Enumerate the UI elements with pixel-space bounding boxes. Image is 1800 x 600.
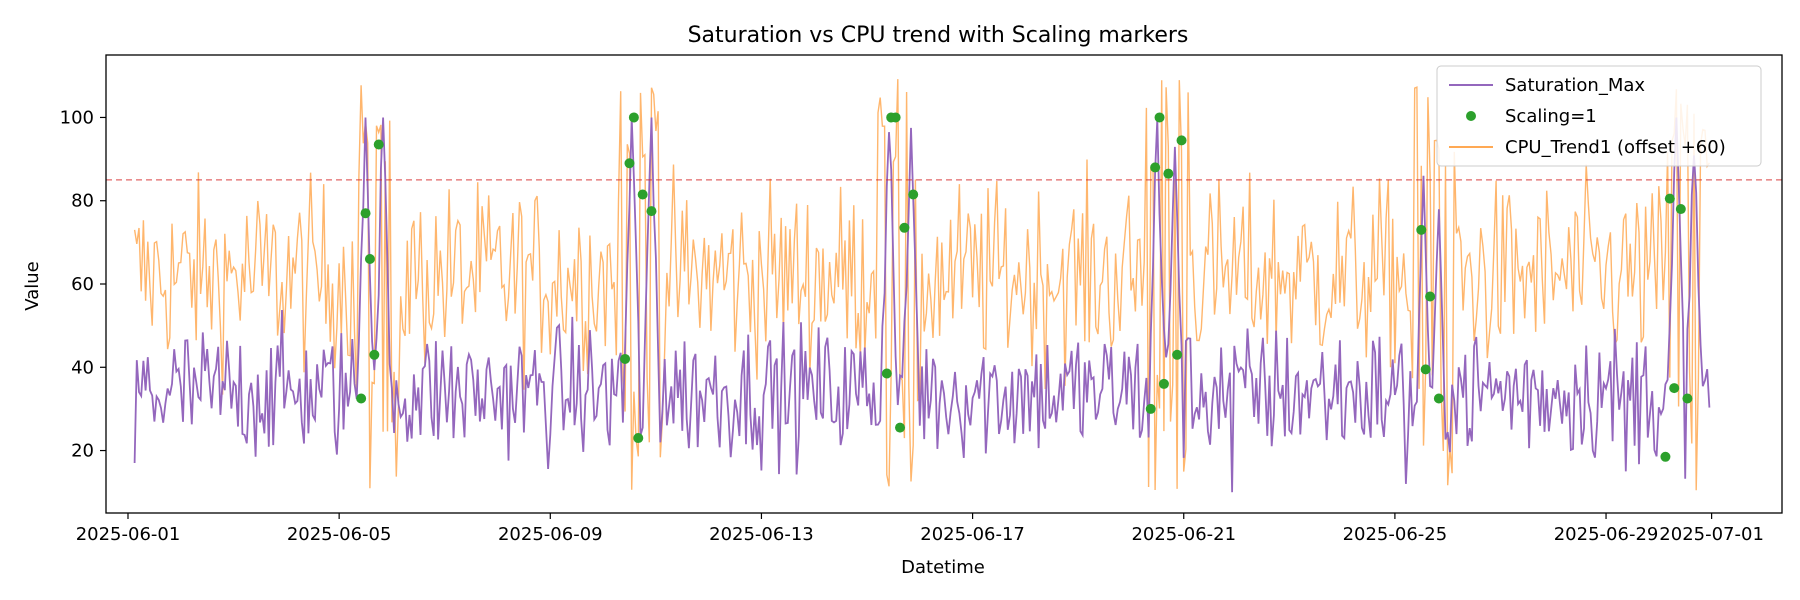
scaling-point-3	[369, 349, 380, 360]
scaling-point-28	[1660, 451, 1671, 462]
scaling-point-6	[624, 158, 635, 169]
scaling-point-18	[1150, 162, 1161, 173]
scaling-point-20	[1158, 378, 1169, 389]
scaling-point-17	[1145, 403, 1156, 414]
scaling-point-13	[890, 112, 901, 123]
y-tick-label-2: 60	[71, 274, 94, 295]
legend-box	[1436, 65, 1762, 167]
scaling-point-16	[908, 189, 919, 200]
legend-marker-1	[1466, 111, 1476, 121]
x-tick-label-8: 2025-07-01	[1659, 524, 1764, 545]
series-line-cpu-trend1	[133, 79, 1710, 491]
legend: Saturation_Max Scaling=1 CPU_Trend1 (offse…	[1436, 65, 1762, 167]
scaling-point-23	[1176, 135, 1187, 146]
y-tick-label-3: 80	[71, 191, 94, 212]
y-tick-label-1: 40	[71, 357, 94, 378]
scaling-point-15	[899, 222, 910, 233]
y-axis-label: Value	[22, 261, 43, 310]
scaling-point-24	[1416, 224, 1427, 235]
scaling-point-4	[373, 139, 384, 150]
x-tick-label-6: 2025-06-25	[1343, 524, 1448, 545]
scaling-point-19	[1154, 112, 1165, 123]
x-tick-label-0: 2025-06-01	[76, 524, 181, 545]
y-tick-label-0: 20	[71, 441, 94, 462]
x-tick-label-3: 2025-06-13	[709, 524, 814, 545]
scaling-point-26	[1425, 291, 1436, 302]
scaling-point-14	[895, 422, 906, 433]
x-tick-label-4: 2025-06-17	[920, 524, 1025, 545]
scaling-point-8	[633, 433, 644, 444]
x-tick-label-5: 2025-06-21	[1131, 524, 1236, 545]
x-tick-label-7: 2025-06-29	[1554, 524, 1659, 545]
legend-label-0: Saturation_Max	[1505, 75, 1645, 96]
x-tick-label-1: 2025-06-05	[287, 524, 392, 545]
scaling-point-1	[360, 208, 371, 219]
scaling-point-7	[628, 112, 639, 123]
scaling-point-11	[881, 368, 892, 379]
x-axis: 2025-06-01 2025-06-05 2025-06-09 2025-06-13…	[76, 513, 1764, 545]
scaling-point-10	[646, 206, 657, 217]
scaling-point-25	[1420, 364, 1431, 375]
x-axis-label: Datetime	[901, 557, 985, 578]
scaling-point-9	[637, 189, 648, 200]
x-tick-label-2: 2025-06-09	[498, 524, 603, 545]
legend-label-2: CPU_Trend1 (offset +60)	[1505, 137, 1726, 158]
scaling-point-29	[1664, 193, 1675, 204]
scaling-point-27	[1433, 393, 1444, 404]
y-tick-label-4: 100	[60, 107, 94, 128]
scaling-point-2	[364, 254, 375, 265]
scaling-point-0	[356, 393, 367, 404]
legend-label-1: Scaling=1	[1505, 106, 1597, 127]
chart-title: Saturation vs CPU trend with Scaling mar…	[688, 23, 1189, 48]
y-axis: 20 40 60 80 100	[60, 107, 106, 462]
scaling-point-22	[1172, 349, 1183, 360]
scaling-point-32	[1682, 393, 1693, 404]
scaling-point-21	[1163, 168, 1174, 179]
scaling-point-31	[1675, 204, 1686, 215]
plot-area	[106, 79, 1782, 493]
series-line-saturation-max	[133, 117, 1711, 493]
scaling-point-30	[1669, 383, 1680, 394]
scaling-point-5	[620, 353, 631, 364]
